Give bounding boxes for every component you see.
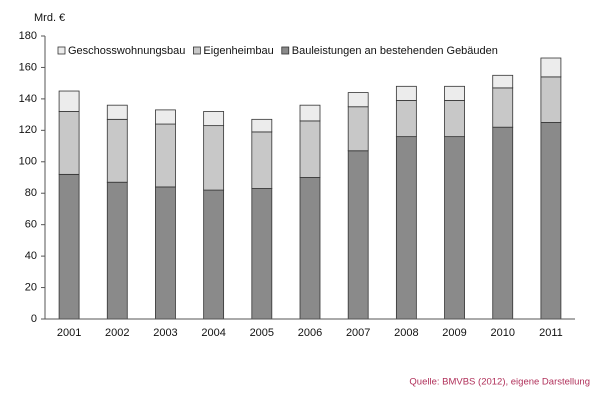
legend-label: Geschosswohnungsbau [68, 45, 185, 57]
y-tick-label: 0 [31, 313, 37, 325]
x-tick-label: 2008 [394, 327, 418, 339]
bar-segment [203, 125, 225, 191]
bar-segment [106, 118, 128, 183]
bar-segment [347, 150, 369, 320]
bar-segment [347, 92, 369, 108]
x-tick-label: 2003 [153, 327, 177, 339]
y-tick-label: 120 [19, 124, 37, 136]
source: Quelle: BMVBS (2012), eigene Darstellung [409, 377, 590, 388]
bar-segment [203, 111, 225, 127]
bar-segment [58, 111, 80, 175]
bar-segment [395, 100, 417, 138]
legend-swatch [281, 46, 290, 55]
bar-segment [395, 85, 417, 101]
y-tick-label: 20 [25, 281, 37, 293]
x-tick-label: 2001 [57, 327, 81, 339]
bar-segment [58, 90, 80, 112]
y-tick-label: 140 [19, 93, 37, 105]
bar-segment [444, 85, 465, 101]
bar-segment [58, 173, 80, 320]
bar-segment [155, 123, 176, 188]
bar-segment [299, 177, 321, 320]
bar-segment [251, 188, 273, 320]
bar-segment [492, 87, 514, 128]
bar-segment [251, 118, 273, 133]
bar-segment [395, 136, 417, 320]
y-tick-label: 160 [19, 61, 37, 73]
legend-swatch [57, 46, 66, 55]
x-tick-label: 2002 [105, 327, 129, 339]
bar-segment [299, 104, 321, 122]
bar-segment [299, 120, 321, 178]
y-tick-label: 40 [25, 250, 37, 262]
x-tick-label: 2006 [298, 327, 322, 339]
legend-label: Bauleistungen an bestehenden Gebäuden [292, 45, 498, 57]
bar-segment [444, 100, 465, 138]
y-tick-label: 100 [19, 156, 37, 168]
bar-segment [106, 181, 128, 320]
bar-segment [347, 106, 369, 152]
bar-segment [106, 104, 128, 120]
bar-segment [155, 109, 176, 125]
bar-segment [540, 122, 562, 320]
bar-segment [540, 76, 562, 123]
bar-segment [540, 57, 562, 78]
bar-segment [203, 189, 225, 320]
y-tick-label: 60 [25, 219, 37, 231]
legend-label: Eigenheimbau [203, 45, 273, 57]
y-tick-label: 180 [19, 30, 37, 42]
bar-segment [251, 131, 273, 189]
bar-segment [444, 136, 465, 320]
y-tick-label: 80 [25, 187, 37, 199]
legend-swatch [193, 46, 201, 55]
x-tick-label: 2005 [250, 327, 274, 339]
bar-segment [492, 126, 514, 320]
x-tick-label: 2007 [346, 327, 370, 339]
y-axis-label: Mrd. € [34, 12, 65, 24]
bar-segment [492, 74, 514, 89]
x-tick-label: 2004 [201, 327, 225, 339]
x-tick-label: 2010 [490, 327, 514, 339]
x-tick-label: 2009 [442, 327, 466, 339]
x-tick-label: 2011 [539, 327, 563, 339]
bar-segment [155, 186, 176, 320]
